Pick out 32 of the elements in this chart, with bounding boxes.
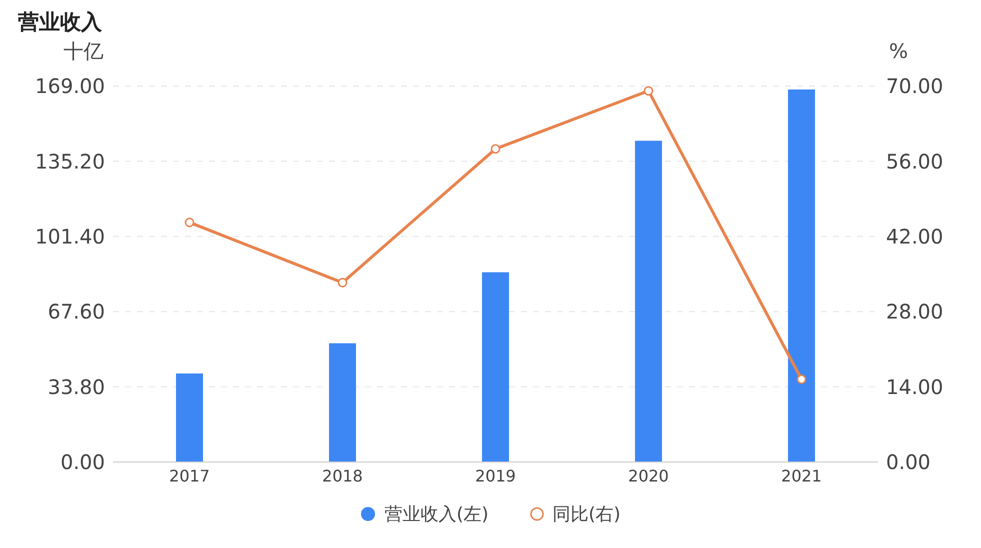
y2-axis-title: %	[888, 39, 908, 63]
y-axis-title: 十亿	[64, 39, 104, 63]
bar	[176, 373, 203, 462]
y2-tick-label: 28.00	[886, 300, 944, 324]
y-tick-label: 33.80	[48, 374, 105, 399]
bar	[482, 272, 509, 462]
chart-title: 营业收入	[18, 9, 103, 36]
y2-tick-label: 14.00	[886, 374, 944, 399]
bar	[635, 140, 662, 462]
y-tick-label: 67.60	[48, 300, 105, 324]
x-tick-label: 2020	[628, 466, 669, 486]
point	[644, 86, 654, 96]
y2-tick-label: 70.00	[886, 74, 944, 98]
point	[490, 144, 500, 154]
legend-label: 营业收入(左)	[383, 503, 488, 526]
legend-label: 同比(右)	[552, 503, 621, 526]
point	[184, 218, 194, 228]
x-tick-label: 2021	[781, 466, 822, 486]
y2-tick-label: 0.00	[886, 450, 931, 474]
y-tick-label: 169.00	[35, 74, 105, 98]
x-tick-label: 2019	[475, 466, 516, 486]
y2-tick-label: 42.00	[886, 224, 944, 248]
y-tick-label: 101.40	[35, 224, 105, 248]
x-tick-label: 2018	[322, 466, 363, 486]
y-tick-label: 0.00	[60, 450, 105, 474]
point	[796, 374, 806, 384]
bar	[788, 90, 815, 462]
bar	[329, 343, 356, 462]
x-tick-label: 2017	[169, 466, 210, 486]
point	[338, 278, 348, 288]
y-tick-label: 135.20	[35, 149, 105, 174]
y2-tick-label: 56.00	[886, 149, 944, 174]
